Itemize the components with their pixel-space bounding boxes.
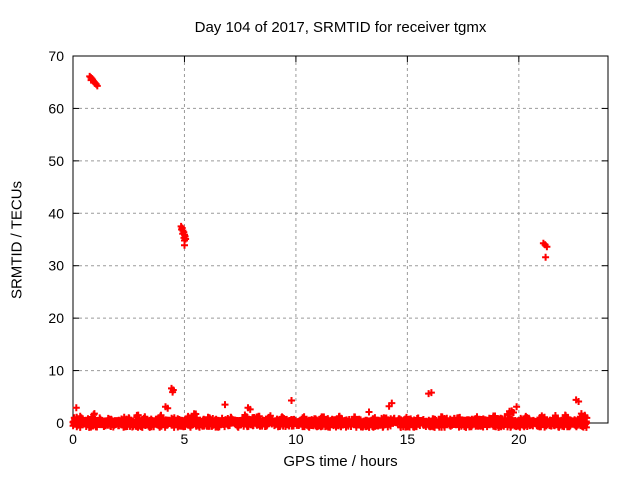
- x-tick-label: 20: [511, 431, 527, 447]
- y-tick-label: 70: [48, 48, 64, 64]
- plot-border: [72, 55, 609, 424]
- chart-title: Day 104 of 2017, SRMTID for receiver tgm…: [194, 19, 487, 36]
- x-axis-label: GPS time / hours: [283, 453, 398, 470]
- y-tick-label: 30: [48, 258, 64, 274]
- y-tick-label: 40: [48, 205, 64, 221]
- x-tick-label: 5: [181, 431, 189, 447]
- y-tick-label: 60: [48, 100, 64, 116]
- y-tick-label: 0: [56, 415, 64, 431]
- y-tick-label: 50: [48, 153, 64, 169]
- x-tick-label: 10: [288, 431, 304, 447]
- y-tick-label: 20: [48, 310, 64, 326]
- x-tick-label: 0: [69, 431, 77, 447]
- x-tick-label: 15: [400, 431, 416, 447]
- data-points-baseline-band: [69, 407, 591, 431]
- y-tick-label: 10: [48, 363, 64, 379]
- data-points-outliers: [72, 72, 583, 416]
